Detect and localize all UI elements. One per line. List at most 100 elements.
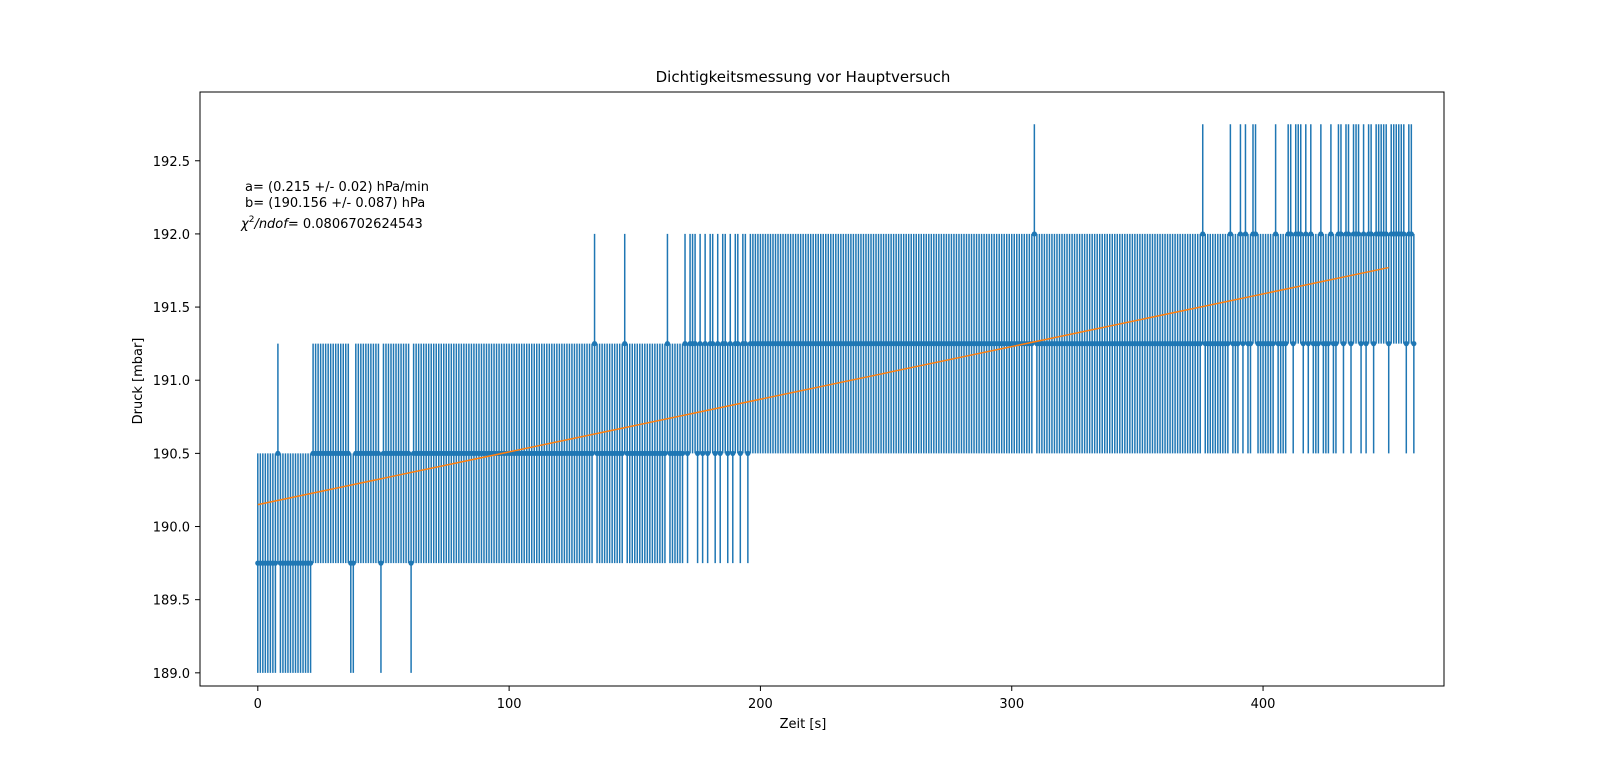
chart-title: Dichtigkeitsmessung vor Hauptversuch [656,68,951,86]
data-point [715,341,721,347]
data-point [742,341,748,347]
data-point [1303,231,1309,237]
data-point [307,560,314,566]
data-point [705,450,711,456]
data-point [722,341,728,347]
y-axis-label: Druck [mbar] [131,338,146,425]
data-point [725,450,731,456]
data-point [1360,231,1367,237]
data-point [1358,341,1364,347]
data-point [1300,341,1306,347]
data-point [275,450,281,456]
data-point [1242,231,1249,237]
data-point [1403,341,1409,347]
data-point [664,341,671,347]
data-point [1383,231,1389,237]
data-point [622,341,628,347]
y-tick-label: 189.0 [153,667,190,682]
data-point [1345,231,1352,237]
y-tick-label: 191.5 [153,301,190,316]
y-tick-label: 192.0 [153,228,190,243]
fit-line [257,266,1389,506]
data-point [1411,341,1417,347]
data-point [1197,341,1203,347]
data-point [682,341,688,347]
data-point [1227,231,1233,237]
data-point [1270,341,1276,347]
data-point [712,450,718,456]
data-point [717,450,723,456]
data-point [1408,231,1414,237]
data-point [1305,341,1311,347]
annotation-b: b= (190.156 +/- 0.087) hPa [245,196,425,211]
data-point [1371,341,1377,347]
data-point [1237,231,1244,237]
data-point [350,560,356,566]
data-point [727,341,733,347]
data-point [375,450,382,456]
data-point [1273,231,1279,237]
axes-frame [199,91,1445,687]
data-point [1240,341,1246,347]
data-point [662,450,668,456]
data-point [679,450,686,456]
annotation-a: a= (0.215 +/- 0.02) hPa/min [245,180,429,195]
annotation-chi2-value: = 0.0806702624543 [288,217,423,232]
data-point [1225,341,1231,347]
data-point [697,341,703,347]
data-point [710,341,716,347]
data-point [684,450,691,456]
data-point [1340,341,1347,347]
x-tick-label: 0 [254,697,262,712]
data-point [591,341,598,347]
data-point [1308,231,1314,237]
x-tick-label: 300 [999,697,1024,712]
y-tick-label: 190.0 [153,521,190,536]
data-point [589,450,595,456]
data-point [1318,231,1324,237]
data-point [702,341,708,347]
data-point [272,560,278,566]
errorbar-series [255,124,1417,673]
y-tick-label: 189.5 [153,594,190,609]
x-tick-label: 400 [1251,697,1276,712]
fit-annotation: a= (0.215 +/- 0.02) hPa/min b= (190.156 … [240,180,429,232]
data-point [735,341,741,347]
x-axis-ticks: 0 100 200 300 400 [254,686,1276,712]
x-axis-label: Zeit [s] [780,717,827,732]
data-point [1283,341,1289,347]
data-point [1363,341,1369,347]
annotation-chi2: χ2/ndof= 0.0806702624543 [240,215,423,232]
y-tick-label: 192.5 [153,155,190,170]
data-point [378,560,384,566]
data-point [1298,231,1304,237]
data-point [1348,341,1354,347]
data-point [1333,341,1339,347]
data-point [695,450,701,456]
data-point [1401,231,1407,237]
plot-area [255,124,1417,673]
x-tick-label: 100 [497,697,522,712]
data-point [1290,341,1296,347]
data-point [619,450,625,456]
data-point [405,450,412,456]
data-point [1328,231,1334,237]
data-point [1288,231,1294,237]
y-tick-label: 191.0 [153,374,190,389]
y-axis-ticks: 189.0 189.5 190.0 190.5 191.0 191.5 192.0 192.5 [153,155,200,682]
x-tick-label: 200 [748,697,773,712]
data-point [1235,341,1241,347]
data-point [745,450,751,456]
data-point [1325,341,1331,347]
y-tick-label: 190.5 [153,447,190,462]
data-point [1315,341,1321,347]
data-point [1338,231,1344,237]
data-point [1247,341,1254,347]
data-point [1368,231,1374,237]
data-point [730,450,736,456]
data-point [345,450,351,456]
data-point [1031,231,1037,237]
data-point [1200,231,1206,237]
data-point [737,450,743,456]
